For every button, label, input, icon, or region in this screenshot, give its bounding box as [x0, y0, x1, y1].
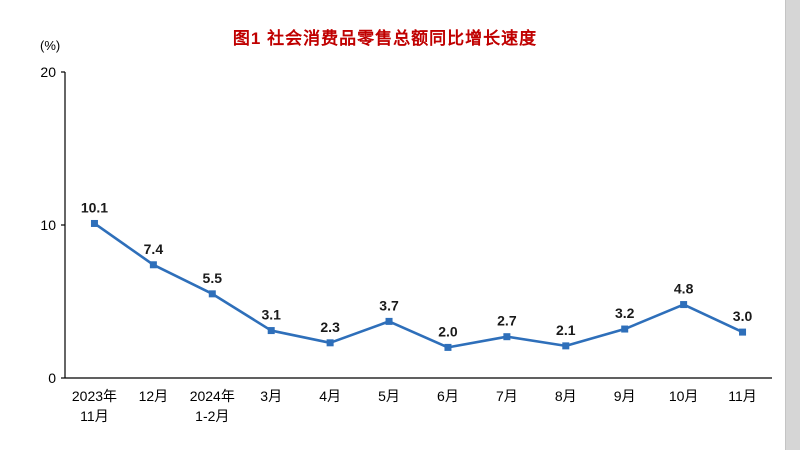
x-tick-label: 11月: [80, 408, 109, 424]
right-gutter: [785, 0, 800, 450]
series-line: [93, 222, 744, 349]
x-tick-label: 2023年: [72, 388, 117, 404]
data-point-label: 5.5: [203, 270, 223, 286]
y-tick-label: 0: [48, 370, 56, 386]
x-tick-label: 12月: [139, 388, 169, 404]
x-tick-label: 2024年: [190, 388, 235, 404]
data-point-label: 3.2: [615, 305, 635, 321]
data-point-marker: [385, 317, 393, 325]
y-tick-label: 20: [40, 64, 56, 80]
data-point-marker: [680, 301, 688, 309]
x-tick-label: 4月: [319, 388, 341, 404]
x-tick-label: 3月: [260, 388, 282, 404]
data-point-label: 3.1: [261, 307, 281, 323]
data-point-marker: [739, 328, 747, 336]
data-point-marker: [267, 327, 275, 335]
x-tick-label: 10月: [669, 388, 699, 404]
data-point-label: 2.7: [497, 313, 517, 329]
y-tick-label: 10: [40, 217, 56, 233]
data-point-label: 3.7: [379, 297, 399, 313]
data-point-marker: [208, 290, 216, 298]
data-point-marker: [621, 325, 629, 333]
data-point-marker: [503, 333, 511, 341]
data-point-label: 7.4: [144, 241, 164, 257]
y-axis-unit-label: (%): [40, 38, 61, 53]
x-tick-label: 9月: [614, 388, 636, 404]
chart-title: 图1 社会消费品零售总额同比增长速度: [232, 29, 538, 48]
data-point-label: 2.3: [320, 319, 340, 335]
x-tick-label: 7月: [496, 388, 518, 404]
data-point-marker: [90, 219, 98, 227]
data-point-label: 3.0: [733, 308, 753, 324]
data-point-marker: [562, 342, 570, 350]
data-point-label: 10.1: [81, 199, 108, 215]
x-tick-label: 11月: [728, 388, 757, 404]
data-point-marker: [326, 339, 334, 347]
data-point-label: 2.0: [438, 323, 458, 339]
x-tick-label: 8月: [555, 388, 577, 404]
x-tick-label: 5月: [378, 388, 400, 404]
data-point-marker: [149, 261, 157, 269]
x-tick-label: 1-2月: [195, 408, 229, 424]
data-point-label: 2.1: [556, 322, 576, 338]
data-point-label: 4.8: [674, 281, 694, 297]
x-tick-label: 6月: [437, 388, 459, 404]
data-point-marker: [444, 343, 452, 351]
